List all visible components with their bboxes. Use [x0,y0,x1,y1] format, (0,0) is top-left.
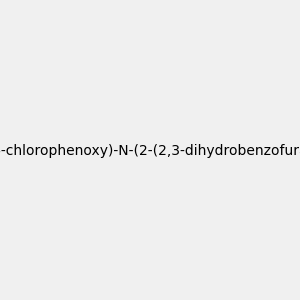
Text: 2-(4-chlorophenoxy)-N-(2-(2,3-dihydrobenzofuran-5-: 2-(4-chlorophenoxy)-N-(2-(2,3-dihydroben… [0,145,300,158]
